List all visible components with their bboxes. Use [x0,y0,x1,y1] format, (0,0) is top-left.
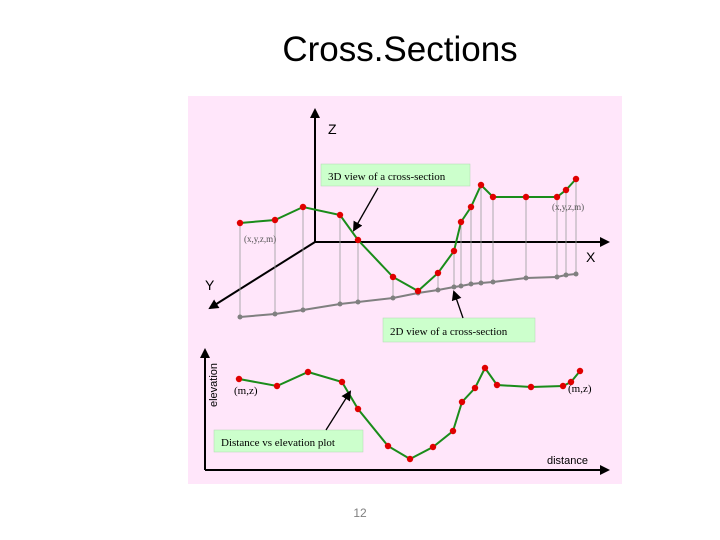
point-label-mz-left: (m,z) [234,385,258,397]
callout-plot-arrow [325,390,352,431]
ground-vertices [237,271,579,320]
elevation-axis-label: elevation [208,363,220,407]
callout-3d-arrow [353,187,379,232]
callout-3d-view-text: 3D view of a cross-section [328,171,446,183]
point-label-xyzm-right: (x,y,z,m) [552,202,584,212]
point-label-mz-right: (m,z) [568,383,592,395]
y-axis-label: Y [205,277,215,293]
drop-lines [239,179,577,317]
cross-section-figure: Z X Y [188,96,622,484]
profile-vertices-plot [235,364,584,463]
figure-background [188,96,622,484]
page-number: 12 [353,506,367,520]
point-label-xyzm-left: (x,y,z,m) [244,234,276,244]
distance-axis-label: distance [547,455,588,467]
callout-2d-arrow [451,290,464,319]
profile-vertices-3d [236,175,580,295]
y-axis [208,241,316,310]
callout-plot-text: Distance vs elevation plot [221,437,335,449]
callout-3d-view [320,163,471,187]
callout-2d-view [382,317,536,343]
slide-title-container: Cross.Sections [0,30,720,70]
callout-plot [213,429,364,453]
x-axis-label: X [586,249,596,265]
z-axis-label: Z [328,121,337,137]
slide-title: Cross.Sections [282,30,518,69]
callout-2d-view-text: 2D view of a cross-section [390,326,508,338]
cross-section-diagram: Z X Y [188,96,622,484]
